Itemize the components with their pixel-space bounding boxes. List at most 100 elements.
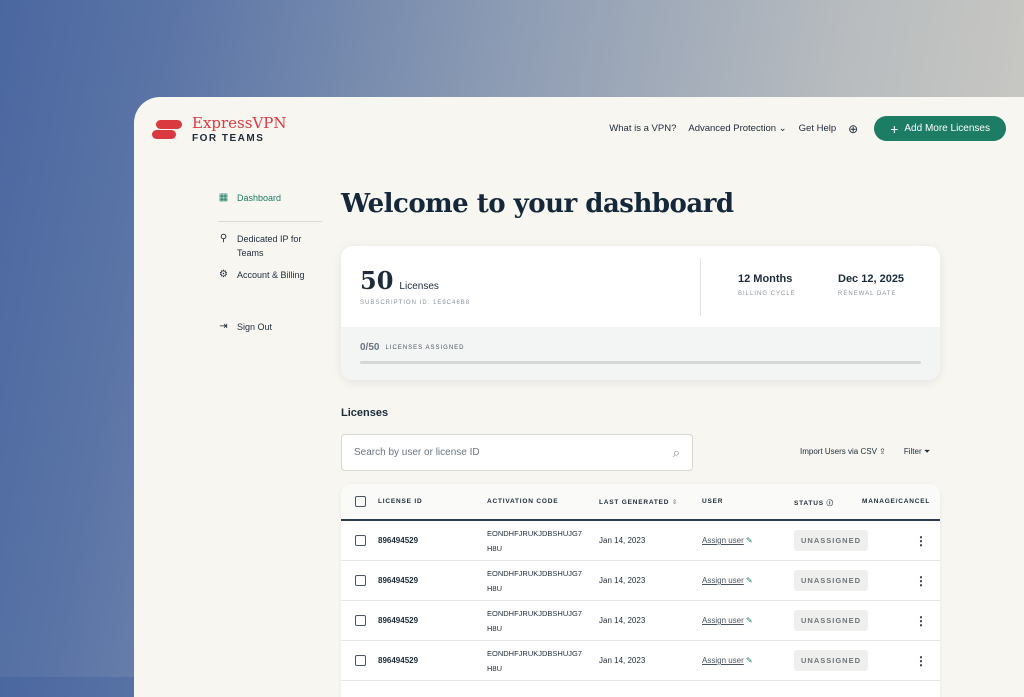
edit-icon: ✎ — [746, 576, 753, 585]
chevron-down-icon: ⌄ — [778, 123, 787, 134]
assign-user-link[interactable]: Assign user ✎ — [702, 656, 753, 665]
add-licenses-button[interactable]: + Add More Licenses — [874, 116, 1006, 141]
col-user[interactable]: USER — [702, 498, 724, 505]
code-line: H8U — [487, 543, 503, 553]
filter-button[interactable]: Filter ⏷ — [904, 447, 930, 457]
assign-user-link[interactable]: Assign user ✎ — [702, 616, 753, 625]
col-manage: MANAGE/CANCEL — [862, 498, 931, 505]
assign-user-link[interactable]: Assign user ✎ — [702, 536, 753, 545]
activation-code: EONDHFJRUKJDBSHUJG7 H8U — [487, 526, 582, 556]
search-placeholder: Search by user or license ID — [354, 447, 480, 458]
sidebar: ▦ Dashboard ⚲ Dedicated IP for Teams ⚙ Acco… — [218, 191, 322, 334]
assigned-count: 0/50 — [360, 342, 380, 353]
more-options-icon[interactable]: ⋮ — [915, 613, 927, 628]
license-count: 50 — [360, 266, 394, 295]
sort-icon: ⇕ — [671, 498, 679, 506]
assigned-section: 0/50 LICENSES ASSIGNED — [341, 327, 940, 380]
assign-user-label: Assign user — [702, 536, 744, 545]
more-options-icon[interactable]: ⋮ — [915, 533, 927, 548]
upload-icon: ⇪ — [879, 447, 886, 456]
assign-user-label: Assign user — [702, 616, 744, 625]
select-all-checkbox[interactable] — [355, 496, 366, 507]
code-line: EONDHFJRUKJDBSHUJG7 — [487, 648, 583, 658]
location-pin-icon: ⚲ — [219, 233, 228, 244]
col-label: LAST GENERATED — [599, 498, 670, 506]
sidebar-item-account-billing[interactable]: ⚙ Account & Billing — [218, 268, 322, 282]
table-header: LICENSE ID ACTIVATION CODE LAST GENERATE… — [341, 484, 940, 521]
status-badge: UNASSIGNED — [794, 610, 869, 631]
assign-user-link[interactable]: Assign user ✎ — [702, 576, 753, 585]
subscription-id: SUBSCRIPTION ID: 1E9C46B8 — [360, 300, 471, 306]
col-activation-code[interactable]: ACTIVATION CODE — [487, 498, 559, 505]
brand-sub: FOR TEAMS — [192, 133, 265, 144]
page-title: Welcome to your dashboard — [341, 189, 734, 219]
sidebar-item-dashboard[interactable]: ▦ Dashboard — [218, 191, 322, 205]
table-row: 896494529 EONDHFJRUKJDBSHUJG7 H8U Jan 14,… — [341, 561, 940, 601]
renewal-value: Dec 12, 2025 — [838, 273, 905, 285]
divider — [700, 258, 701, 316]
license-id: 896494529 — [378, 616, 419, 625]
filter-icon: ⏷ — [923, 447, 931, 456]
sidebar-label: Sign Out — [237, 322, 273, 332]
activation-code: EONDHFJRUKJDBSHUJG7 H8U — [487, 566, 582, 596]
table-row: 896494529 EONDHFJRUKJDBSHUJG7 H8U Jan 14,… — [341, 521, 940, 561]
brand-name: ExpressVPN — [192, 114, 287, 132]
assign-user-label: Assign user — [702, 656, 744, 665]
nav-what-is-vpn[interactable]: What is a VPN? — [609, 123, 677, 134]
table-row: 896494529 EONDHFJRUKJDBSHUJG7 H8U Jan 14,… — [341, 601, 940, 641]
sidebar-label: Dedicated IP for Teams — [237, 234, 302, 258]
code-line: EONDHFJRUKJDBSHUJG7 — [487, 608, 583, 618]
col-license-id[interactable]: LICENSE ID — [378, 498, 423, 505]
billing-value: 12 Months — [738, 273, 793, 285]
licenses-table: LICENSE ID ACTIVATION CODE LAST GENERATE… — [341, 484, 940, 697]
subscription-card: 50 Licenses SUBSCRIPTION ID: 1E9C46B8 12… — [341, 246, 940, 380]
last-generated: Jan 14, 2023 — [599, 536, 646, 545]
row-checkbox[interactable] — [355, 615, 366, 626]
filter-label: Filter — [903, 447, 922, 456]
license-id: 896494529 — [378, 536, 419, 545]
edit-icon: ✎ — [746, 616, 753, 625]
nav-get-help[interactable]: Get Help — [798, 123, 837, 134]
last-generated: Jan 14, 2023 — [599, 616, 646, 625]
sidebar-item-sign-out[interactable]: ⇥ Sign Out — [218, 320, 322, 334]
renewal-date: Dec 12, 2025 RENEWAL DATE — [838, 273, 904, 297]
more-options-icon[interactable]: ⋮ — [915, 573, 927, 588]
status-badge: UNASSIGNED — [794, 570, 869, 591]
license-id: 896494529 — [378, 656, 419, 665]
code-line: H8U — [487, 663, 503, 673]
search-icon: ⌕ — [672, 444, 680, 460]
code-line: EONDHFJRUKJDBSHUJG7 — [487, 568, 583, 578]
nav-advanced-protection[interactable]: Advanced Protection ⌄ — [688, 123, 786, 134]
code-line: EONDHFJRUKJDBSHUJG7 — [487, 528, 583, 538]
licenses-heading: Licenses — [341, 407, 389, 419]
globe-icon[interactable]: ⊕ — [848, 121, 859, 136]
search-input[interactable]: Search by user or license ID ⌕ — [341, 434, 693, 471]
top-nav: What is a VPN? Advanced Protection ⌄ Get… — [609, 116, 1006, 141]
sign-out-icon: ⇥ — [219, 321, 228, 332]
edit-icon: ✎ — [746, 656, 753, 665]
assigned-progress-bar — [360, 361, 921, 364]
activation-code: EONDHFJRUKJDBSHUJG7 H8U — [487, 606, 582, 636]
import-label: Import Users via CSV — [800, 447, 877, 456]
sidebar-item-dedicated-ip[interactable]: ⚲ Dedicated IP for Teams — [218, 232, 322, 260]
gear-icon: ⚙ — [219, 269, 228, 280]
more-options-icon[interactable]: ⋮ — [915, 653, 927, 668]
logo[interactable]: ExpressVPN FOR TEAMS — [152, 115, 287, 144]
sidebar-label: Dashboard — [237, 193, 282, 203]
col-status[interactable]: STATUS ⓘ — [794, 497, 834, 507]
app-window: ExpressVPN FOR TEAMS What is a VPN? Advan… — [134, 97, 1024, 697]
import-csv-button[interactable]: Import Users via CSV ⇪ — [800, 447, 886, 457]
edit-icon: ✎ — [746, 536, 753, 545]
add-licenses-label: Add More Licenses — [904, 123, 990, 134]
info-icon: ⓘ — [826, 499, 834, 507]
grid-icon: ▦ — [218, 192, 229, 203]
last-generated: Jan 14, 2023 — [599, 576, 646, 585]
row-checkbox[interactable] — [355, 535, 366, 546]
assign-user-label: Assign user — [702, 576, 744, 585]
billing-cycle: 12 Months BILLING CYCLE — [738, 273, 796, 297]
row-checkbox[interactable] — [355, 575, 366, 586]
sidebar-label: Account & Billing — [237, 270, 305, 280]
col-last-generated[interactable]: LAST GENERATED ⇕ — [599, 498, 678, 506]
row-checkbox[interactable] — [355, 655, 366, 666]
billing-label: BILLING CYCLE — [738, 291, 796, 297]
